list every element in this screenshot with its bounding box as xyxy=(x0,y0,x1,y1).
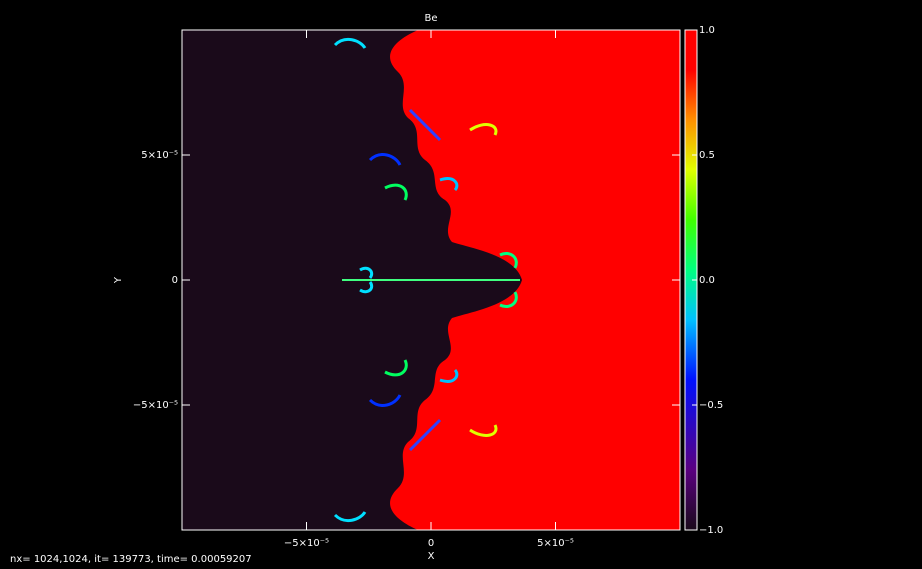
colorbar-tick-label: −1.0 xyxy=(699,525,723,536)
x-tick-label: −5×10⁻⁵ xyxy=(284,538,329,549)
x-tick-label: 0 xyxy=(428,538,434,549)
chart-title: Be xyxy=(424,13,437,24)
field-image xyxy=(182,30,682,532)
colorbar-tick-label: −0.5 xyxy=(699,400,723,411)
x-tick-label: 5×10⁻⁵ xyxy=(537,538,574,549)
y-axis-label: Y xyxy=(113,276,124,284)
y-tick-label: −5×10⁻⁵ xyxy=(133,400,178,411)
colorbar-tick-label: 0.5 xyxy=(699,150,715,161)
colorbar-tick-label: 1.0 xyxy=(699,25,715,36)
footer: nx= 1024,1024, it= 139773, time= 0.00059… xyxy=(10,554,252,565)
colorbar-tick-label: 0.0 xyxy=(699,275,715,286)
y-tick-label: 0 xyxy=(172,275,178,286)
x-axis-label: X xyxy=(428,551,435,562)
y-tick-label: 5×10⁻⁵ xyxy=(141,150,178,161)
